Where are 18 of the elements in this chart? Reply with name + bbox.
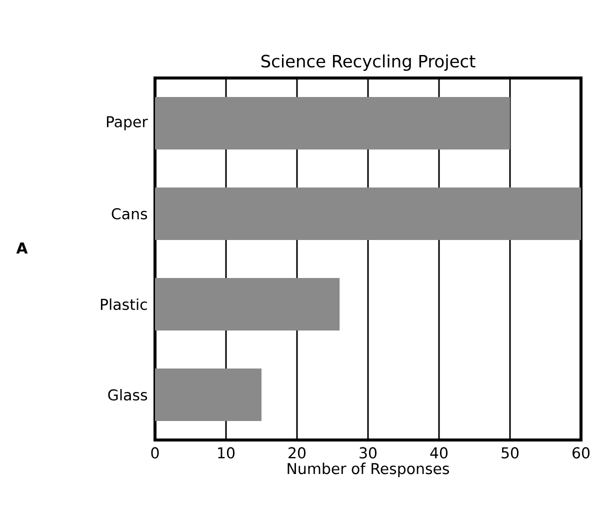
- x-tick-label: 40: [430, 447, 448, 458]
- text: A: [16, 242, 28, 254]
- x-tick-label: 0: [151, 447, 159, 458]
- y-tick-label: Cans: [112, 208, 148, 220]
- y-tick-label: Paper: [106, 116, 148, 130]
- bar: [155, 278, 340, 330]
- x-axis-title: Number of Responses: [288, 462, 450, 478]
- x-tick-label: 30: [360, 447, 377, 458]
- x-tick-label: 60: [572, 447, 590, 458]
- bar: [155, 97, 510, 150]
- chart-title: Science Recycling Project: [261, 54, 476, 71]
- x-tick-label: 50: [502, 447, 519, 458]
- bar: [155, 188, 582, 240]
- x-tick-label: 10: [218, 447, 235, 458]
- x-tick-label: 20: [288, 447, 306, 458]
- y-tick-label: Glass: [108, 388, 148, 401]
- bar: [155, 368, 262, 421]
- y-tick-label: Plastic: [100, 298, 147, 310]
